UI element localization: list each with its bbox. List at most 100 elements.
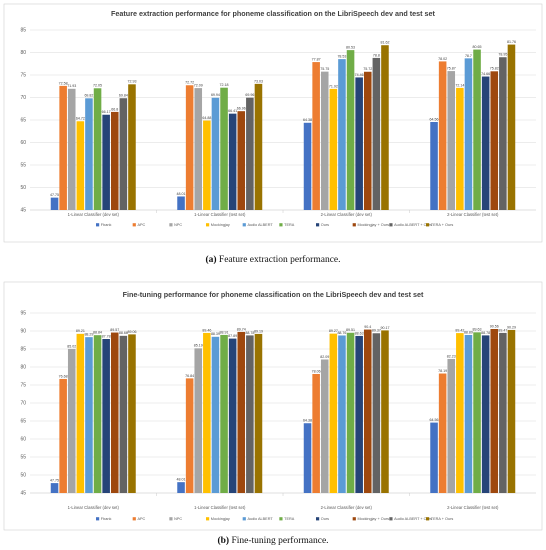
data-label: 89.74	[237, 327, 246, 331]
data-label: 71.93	[67, 84, 76, 88]
data-label: 90.29	[507, 325, 516, 329]
bar-npc	[194, 88, 203, 210]
bar-audio-albert	[211, 336, 220, 493]
data-label: 78.53	[337, 55, 346, 59]
data-label: 64.56	[430, 418, 439, 422]
data-label: 64.88	[202, 116, 211, 120]
data-label: 82.23	[447, 354, 456, 358]
data-label: 69.94	[211, 93, 220, 97]
bar-mockingjay	[203, 120, 211, 210]
x-category-label: 1-Linear Classifier (test set)	[194, 212, 246, 217]
data-label: 89.37	[372, 329, 381, 333]
bar-mockingjay	[456, 87, 464, 210]
data-label: 90.17	[380, 326, 389, 330]
data-label: 87.78	[102, 334, 111, 338]
chart-title: Fine-tuning performance for phoneme clas…	[123, 290, 424, 299]
data-label: 88.91	[220, 330, 229, 334]
data-label: 89.21	[76, 329, 85, 333]
data-label: 89.57	[110, 328, 119, 332]
legend-swatch	[206, 517, 210, 521]
legend-swatch	[352, 223, 356, 227]
x-category-label: 1-Linear Classifier (dev set)	[68, 212, 120, 217]
legend-entry: Audio ALBERT	[247, 517, 273, 521]
bar-audio-albert-ours	[499, 57, 507, 210]
data-label: 85.19	[194, 344, 203, 348]
bar-mockingjay-ours	[490, 328, 499, 493]
legend-swatch	[279, 223, 283, 227]
bar-audio-albert-ours	[372, 57, 381, 211]
bar-ours	[481, 335, 490, 493]
bar-audio-albert	[464, 334, 473, 493]
bar-apc	[438, 373, 447, 493]
bar-audio-albert-ours	[119, 98, 128, 210]
data-label: 78.06	[312, 369, 321, 373]
bar-ours	[355, 77, 363, 211]
legend-entry: NPC	[174, 223, 182, 227]
legend-swatch	[96, 517, 100, 521]
legend-swatch	[426, 223, 430, 227]
y-tick-label: 75	[20, 73, 26, 79]
y-tick-label: 85	[20, 347, 26, 353]
legend-entry: Mockingjay + Ours	[357, 223, 389, 227]
y-tick-label: 70	[20, 95, 26, 101]
data-label: 75.87	[447, 66, 456, 70]
bar-tera-ours	[381, 330, 389, 493]
bar-mockingjay	[203, 332, 211, 493]
bar-audio-albert-ours	[119, 335, 128, 493]
data-label: 64.38	[303, 419, 312, 423]
data-label: 72.05	[93, 84, 102, 88]
bar-audio-albert	[85, 98, 93, 210]
data-label: 75.72	[363, 67, 372, 71]
bar-npc	[67, 88, 76, 210]
data-label: 73.03	[254, 79, 263, 83]
x-category-label: 1-Linear Classifier (test set)	[194, 505, 246, 510]
y-tick-label: 60	[20, 437, 26, 443]
x-category-label: 2-Linear Classifier (dev set)	[321, 212, 373, 217]
bar-ours	[355, 335, 363, 493]
bar-npc	[194, 348, 203, 493]
bar-apc	[312, 62, 320, 211]
caption-text: Fine-tuning performance.	[229, 535, 328, 546]
caption-label: (a)	[205, 254, 216, 265]
data-label: 87.89	[228, 334, 237, 338]
data-label: 78.8	[373, 53, 380, 57]
caption-text: Feature extraction performance.	[217, 254, 341, 265]
legend-swatch	[426, 517, 430, 521]
bar-fbank	[430, 121, 438, 210]
y-tick-label: 45	[20, 208, 26, 214]
data-label: 66.8	[111, 107, 118, 111]
legend-swatch	[389, 517, 393, 521]
y-tick-label: 65	[20, 419, 26, 425]
x-category-label: 2-Linear Classifier (dev set)	[321, 505, 373, 510]
bar-fbank	[303, 122, 312, 210]
legend-entry: TERA	[284, 517, 295, 521]
bar-audio-albert	[338, 335, 346, 493]
bar-tera-ours	[507, 44, 516, 210]
data-label: 82.09	[320, 355, 329, 359]
legend-entry: Audio ALBERT + Ours	[394, 223, 432, 227]
legend-swatch	[169, 517, 173, 521]
bar-npc	[67, 348, 76, 493]
bar-fbank	[177, 482, 185, 493]
data-label: 88.84	[93, 331, 102, 335]
bar-audio-albert-ours	[246, 97, 254, 210]
caption-label: (b)	[217, 535, 229, 546]
fine-tuning-chart: Fine-tuning performance for phoneme clas…	[3, 281, 543, 546]
legend-swatch	[242, 223, 246, 227]
y-tick-label: 90	[20, 329, 26, 335]
bar-apc	[59, 85, 67, 210]
data-label: 88.39	[211, 332, 220, 336]
bar-mockingjay	[329, 88, 338, 210]
bar-ours	[102, 338, 110, 493]
bar-tera	[473, 332, 481, 493]
y-tick-label: 45	[20, 491, 26, 497]
data-label: 69.84	[119, 94, 128, 98]
bar-tera-ours	[381, 45, 389, 211]
data-label: 89.27	[329, 329, 338, 333]
data-label: 76.68	[59, 374, 68, 378]
bar-fbank	[50, 483, 59, 493]
legend-entry: Fbank	[101, 223, 112, 227]
bar-mockingjay-ours	[363, 71, 372, 210]
data-label: 81.76	[507, 40, 516, 44]
legend-entry: Audio ALBERT + Ours	[394, 517, 432, 521]
